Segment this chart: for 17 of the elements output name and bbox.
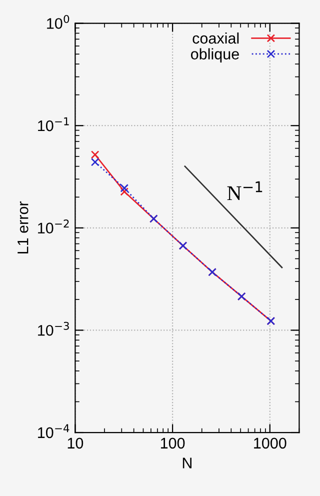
point <box>120 184 129 192</box>
y-tick-label: 10$^{−3}$ <box>38 322 69 336</box>
x-axis-title: N <box>182 458 192 468</box>
y-tick-label: 10$^{0}$ <box>47 14 70 29</box>
y-axis-title: L1 error <box>18 201 28 254</box>
point <box>90 150 100 159</box>
legend-label: coaxial <box>192 32 239 44</box>
y-tick-label: 10$^{−1}$ <box>38 117 69 132</box>
y-tick-label: 10$^{−2}$ <box>38 220 69 234</box>
x-tick-label: 1000 <box>254 438 286 449</box>
x-tick-label: 10 <box>68 438 84 449</box>
annotation: N$^{−1}$ <box>227 181 262 200</box>
point <box>120 188 129 196</box>
point <box>90 158 100 166</box>
y-tick-label: 10$^{−4}$ <box>38 424 70 438</box>
legend-label: oblique <box>190 48 239 62</box>
x-tick-label: 100 <box>160 438 185 449</box>
